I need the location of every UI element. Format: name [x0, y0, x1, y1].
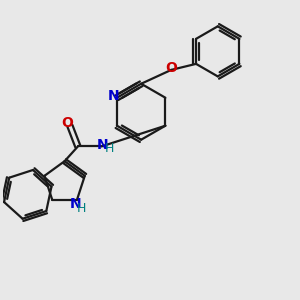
- Text: H: H: [105, 142, 114, 155]
- Text: N: N: [97, 138, 109, 152]
- Text: H: H: [77, 202, 86, 215]
- Text: O: O: [165, 61, 177, 75]
- Text: N: N: [70, 197, 81, 211]
- Text: O: O: [61, 116, 74, 130]
- Text: N: N: [108, 89, 119, 103]
